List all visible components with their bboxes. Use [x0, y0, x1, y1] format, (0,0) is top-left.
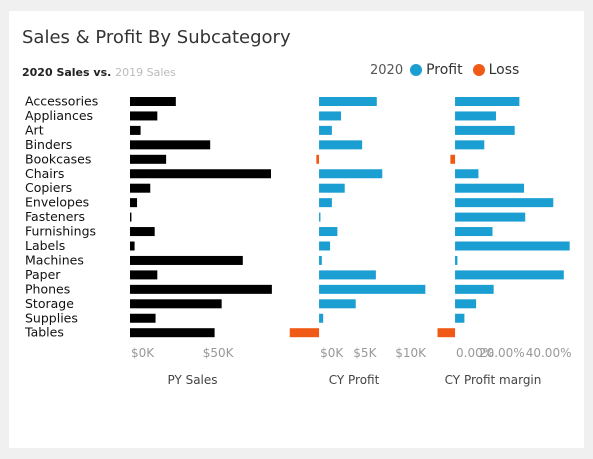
tick-label: $50K [203, 346, 235, 360]
category-label: Storage [25, 296, 74, 311]
bar-mark [455, 241, 570, 251]
bar-mark [319, 313, 324, 323]
legend-loss-label: Loss [488, 62, 520, 78]
category-label: Art [25, 122, 44, 137]
bar-mark [130, 284, 272, 294]
bar-mark [319, 140, 363, 150]
axis-title: CY Profit [329, 373, 380, 387]
tick-label: 0.00% [456, 346, 494, 360]
bar-mark [319, 284, 426, 294]
bar-mark [455, 97, 520, 106]
axis-title: PY Sales [167, 373, 217, 387]
bar-mark [289, 328, 320, 338]
category-label: Chairs [25, 166, 64, 181]
bar-mark [319, 183, 345, 193]
bar-charts: AccessoriesAppliancesArtBindersBookcases… [24, 94, 572, 388]
category-label: Phones [25, 281, 70, 296]
bar-mark [130, 227, 155, 237]
bar-mark [130, 154, 167, 164]
legend-profit-dot [410, 64, 423, 76]
legend-year: 2020 [370, 62, 404, 78]
bar-mark [437, 328, 456, 338]
color-legend: 2020 Profit Loss [370, 62, 529, 78]
bar-mark [455, 255, 458, 265]
bar-mark [450, 154, 456, 164]
bar-mark [319, 97, 377, 106]
bar-mark [455, 183, 525, 193]
category-label: Machines [25, 252, 84, 267]
tick-label: $0K [131, 346, 155, 360]
bar-mark [455, 270, 564, 280]
legend-loss-dot [472, 64, 485, 76]
category-label: Accessories [25, 94, 98, 109]
bar-mark [130, 111, 158, 121]
bar-mark [319, 111, 342, 121]
bar-mark [130, 183, 151, 193]
category-label: Bookcases [25, 151, 91, 166]
bar-mark [455, 140, 485, 150]
bar-mark [130, 125, 141, 135]
category-label: Envelopes [25, 195, 89, 210]
bar-mark [455, 169, 479, 179]
bar-mark [319, 212, 321, 222]
dashboard-title: Sales & Profit By Subcategory [22, 27, 291, 48]
axis-title: CY Profit margin [445, 373, 542, 387]
bar-mark [130, 255, 243, 265]
subtitle-prior-year: 2019 Sales [115, 66, 176, 79]
bar-mark [455, 313, 465, 323]
bar-mark [130, 328, 215, 338]
category-label: Tables [24, 325, 64, 340]
bar-mark [455, 212, 526, 222]
category-label: Fasteners [25, 209, 85, 224]
bar-mark [455, 125, 515, 135]
bar-mark [455, 198, 554, 208]
tick-label: 20.00% [479, 346, 525, 360]
category-label: Binders [25, 137, 72, 152]
bar-mark [130, 198, 138, 208]
subtitle-vs: vs. [89, 66, 116, 79]
category-label: Supplies [25, 310, 78, 325]
bar-mark [319, 227, 338, 237]
bar-mark [130, 313, 156, 323]
category-label: Labels [25, 238, 65, 253]
category-label: Appliances [25, 108, 93, 123]
bar-mark [130, 212, 132, 222]
dashboard-card: Sales & Profit By Subcategory 2020 Sales… [9, 11, 584, 448]
bar-mark [130, 140, 211, 150]
tick-label: $0K [320, 346, 344, 360]
sales-comparison-subtitle: 2020 Sales vs. 2019 Sales [22, 66, 176, 79]
bar-mark [130, 270, 158, 280]
bar-mark [455, 284, 494, 294]
subtitle-current-year: 2020 Sales [22, 66, 90, 79]
category-label: Copiers [25, 180, 72, 195]
bar-mark [319, 169, 383, 179]
bar-mark [319, 125, 332, 135]
tick-label: 40.00% [526, 346, 572, 360]
bar-mark [455, 111, 496, 121]
bar-mark [130, 169, 271, 179]
bar-mark [455, 227, 493, 237]
legend-profit-label: Profit [426, 62, 463, 78]
bar-mark [319, 241, 331, 251]
category-label: Paper [25, 267, 61, 282]
bar-mark [130, 97, 176, 106]
bar-mark [319, 198, 332, 208]
bar-mark [130, 299, 222, 309]
bar-mark [455, 299, 477, 309]
bar-mark [319, 299, 356, 309]
bar-mark [319, 255, 322, 265]
bar-mark [316, 154, 320, 164]
tick-label: $10K [395, 346, 427, 360]
category-label: Furnishings [25, 224, 96, 239]
bar-mark [319, 270, 376, 280]
tick-label: $5K [353, 346, 377, 360]
bar-mark [130, 241, 135, 251]
